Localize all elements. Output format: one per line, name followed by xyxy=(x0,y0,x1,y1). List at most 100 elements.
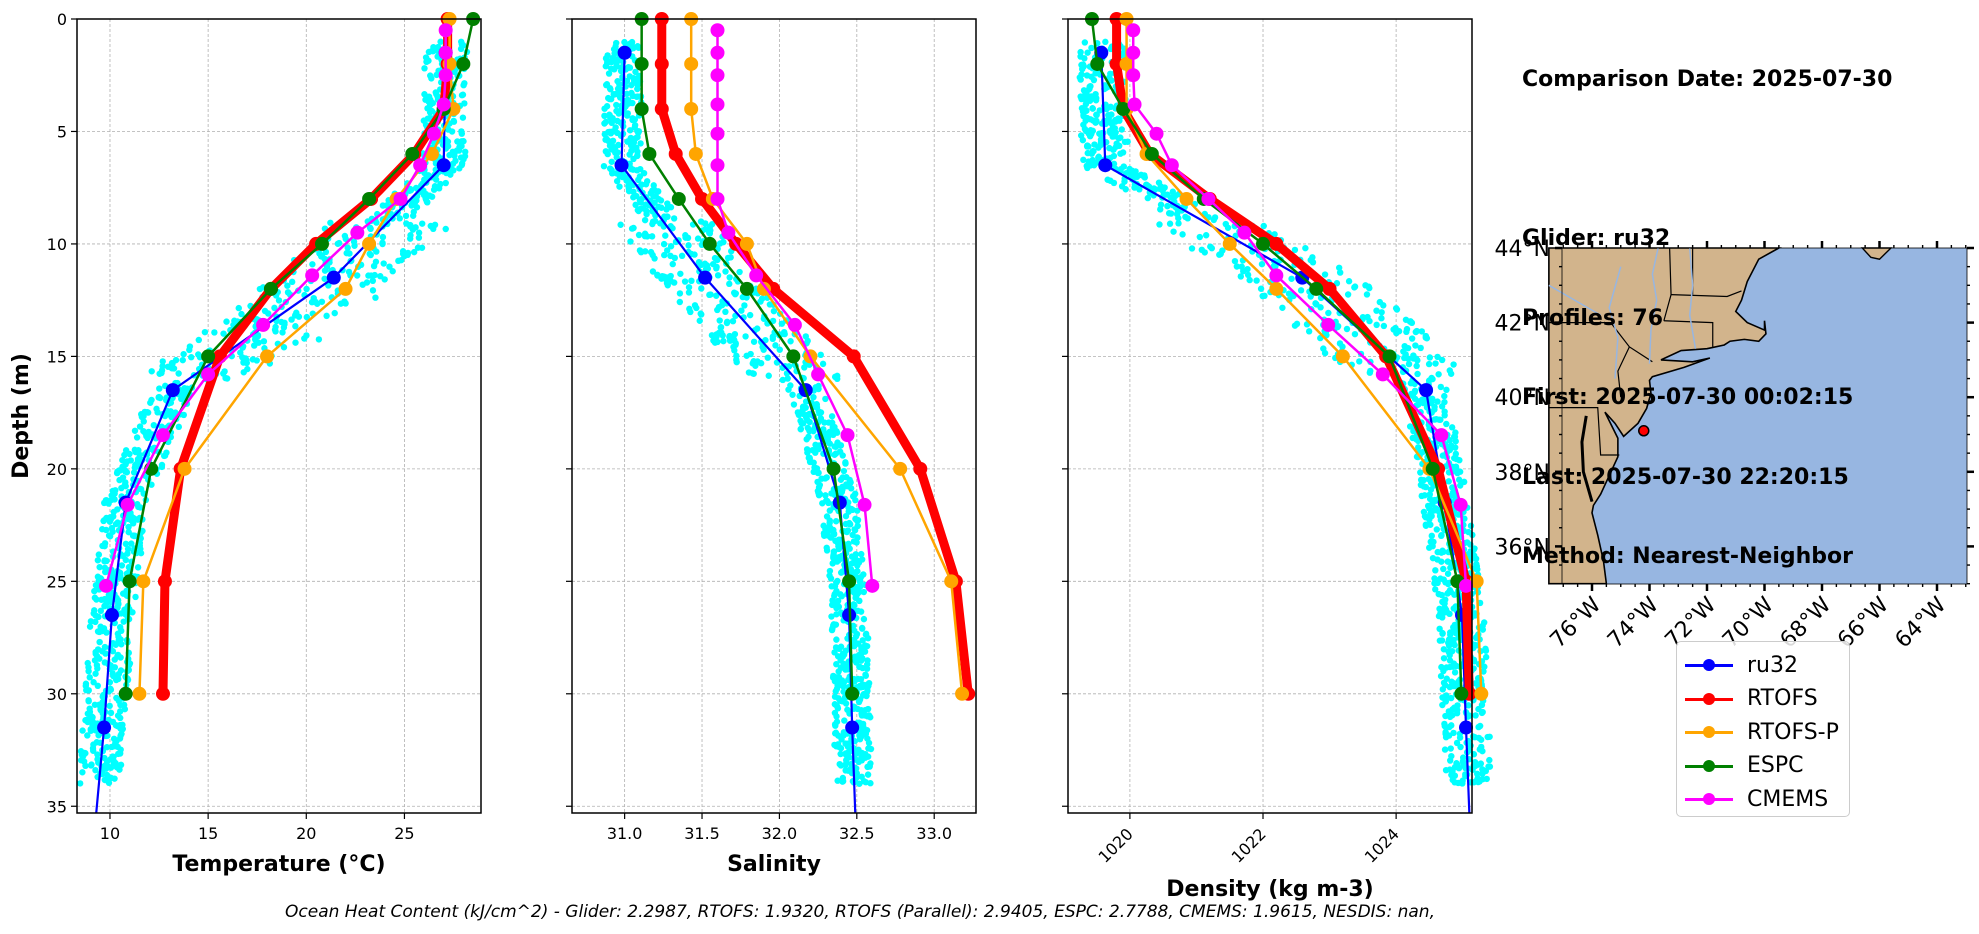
series-marker-espc xyxy=(702,236,717,251)
glider-observation-point xyxy=(170,365,178,372)
glider-observation-point xyxy=(136,423,144,430)
glider-observation-point xyxy=(1418,492,1425,500)
glider-observation-point xyxy=(1081,39,1089,46)
glider-observation-point xyxy=(406,235,414,242)
glider-observation-point xyxy=(1443,692,1450,699)
glider-observation-point xyxy=(113,738,120,745)
glider-observation-point xyxy=(99,699,106,706)
glider-observation-point xyxy=(94,646,102,653)
glider-observation-point xyxy=(1426,354,1434,361)
glider-observation-point xyxy=(85,664,92,671)
glider-observation-point xyxy=(845,749,852,756)
glider-observation-point xyxy=(220,370,227,377)
y-tick-label: 30 xyxy=(47,685,67,704)
glider-observation-point xyxy=(175,423,183,431)
glider-observation-point xyxy=(1450,636,1457,644)
glider-observation-point xyxy=(828,583,835,590)
glider-observation-point xyxy=(418,244,426,251)
glider-observation-point xyxy=(815,489,823,497)
series-marker-rtofs xyxy=(654,101,669,116)
glider-observation-point xyxy=(716,317,723,324)
glider-observation-point xyxy=(1257,285,1265,292)
glider-observation-point xyxy=(303,313,311,321)
glider-observation-point xyxy=(1143,181,1150,188)
glider-observation-point xyxy=(1084,49,1091,56)
glider-observation-point xyxy=(833,636,840,643)
glider-observation-point xyxy=(175,370,182,377)
glider-observation-point xyxy=(643,207,650,215)
series-marker-rtofs-p xyxy=(1335,349,1350,364)
glider-observation-point xyxy=(819,360,827,368)
series-marker-espc xyxy=(1454,686,1469,701)
series-marker-espc xyxy=(263,281,278,296)
glider-observation-point xyxy=(1407,380,1415,387)
series-marker-rtofs xyxy=(654,56,669,71)
glider-observation-point xyxy=(853,750,860,757)
glider-observation-point xyxy=(156,385,163,392)
glider-observation-point xyxy=(1425,360,1433,368)
glider-observation-point xyxy=(815,382,822,390)
glider-observation-point xyxy=(1366,284,1373,292)
glider-observation-point xyxy=(111,664,119,671)
glider-observation-point xyxy=(380,260,387,267)
glider-observation-point xyxy=(379,233,387,241)
glider-observation-point xyxy=(1428,532,1435,540)
glider-observation-point xyxy=(742,333,749,340)
glider-observation-point xyxy=(691,251,698,258)
glider-observation-point xyxy=(1409,392,1417,400)
glider-observation-point xyxy=(1403,325,1411,333)
profile-panel-0: 10 15 20 25 0 5 10 15 20 25 30 35 Temperature (°C) xyxy=(47,10,482,877)
glider-observation-point xyxy=(1479,766,1486,773)
glider-observation-point xyxy=(84,710,92,717)
glider-observation-point xyxy=(223,318,230,325)
glider-observation-point xyxy=(1420,399,1427,407)
series-marker-cmems xyxy=(393,191,408,206)
series-marker-espc xyxy=(1144,146,1159,161)
glider-observation-point xyxy=(688,277,695,285)
glider-observation-point xyxy=(321,275,328,282)
glider-observation-point xyxy=(650,193,657,200)
glider-observation-point xyxy=(201,328,209,336)
glider-observation-point xyxy=(1433,526,1440,533)
glider-observation-point xyxy=(632,201,639,209)
glider-observation-point xyxy=(669,260,676,268)
glider-observation-point xyxy=(437,180,444,188)
glider-observation-point xyxy=(116,714,124,722)
glider-observation-point xyxy=(1476,777,1484,784)
glider-observation-point xyxy=(1345,278,1353,285)
series-marker-espc xyxy=(362,191,377,206)
series-marker-espc xyxy=(314,236,329,251)
glider-observation-point xyxy=(94,665,101,672)
state-border xyxy=(1671,290,1742,298)
glider-observation-point xyxy=(144,409,151,416)
glider-observation-point xyxy=(1481,663,1488,670)
glider-observation-point xyxy=(862,631,870,638)
glider-observation-point xyxy=(633,192,640,200)
glider-observation-point xyxy=(1439,598,1446,606)
series-line-rtofs-p xyxy=(689,19,964,694)
glider-observation-point xyxy=(211,329,218,336)
glider-observation-point xyxy=(859,637,866,644)
glider-observation-point xyxy=(1210,216,1218,224)
series-marker-cmems xyxy=(1149,126,1164,141)
glider-observation-point xyxy=(860,615,868,623)
glider-observation-point xyxy=(798,420,805,427)
glider-observation-point xyxy=(1436,625,1443,633)
glider-observation-point xyxy=(1443,386,1450,394)
glider-observation-point xyxy=(629,99,636,107)
info-panel: Comparison Date: 2025-07-30 Glider: ru32… xyxy=(1522,14,1892,597)
glider-observation-point xyxy=(605,70,613,77)
y-tick-label: 10 xyxy=(47,235,67,254)
glider-observation-point xyxy=(1451,444,1459,451)
series-marker-espc xyxy=(642,146,657,161)
glider-observation-point xyxy=(846,545,853,552)
glider-observation-point xyxy=(111,490,118,497)
glider-observation-point xyxy=(1085,86,1092,93)
glider-observation-point xyxy=(828,413,836,420)
glider-observation-point xyxy=(79,769,86,776)
glider-observation-point xyxy=(1321,349,1329,357)
glider-observation-point xyxy=(1136,186,1143,193)
x-tick-label: 10 xyxy=(100,824,120,843)
glider-observation-point xyxy=(629,143,636,151)
series-marker-rtofs-p xyxy=(1222,236,1237,251)
